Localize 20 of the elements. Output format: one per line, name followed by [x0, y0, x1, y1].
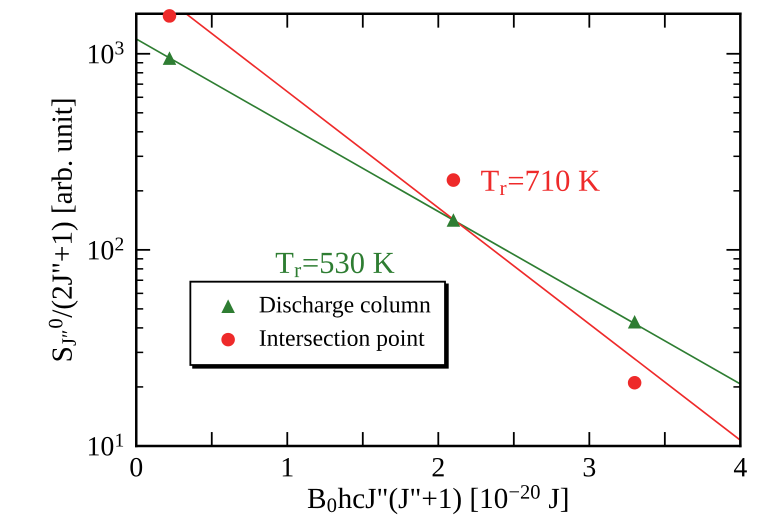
- legend-label: Discharge column: [260, 296, 430, 318]
- point: [162, 51, 176, 65]
- annotation: T$_{r}$=710 K: [481, 170, 600, 196]
- x-tick-label: 2: [432, 458, 444, 476]
- y-tick-label: 10$^{2}$: [88, 238, 124, 260]
- legend-label: Intersection point: [260, 330, 425, 351]
- y-tick-label: 10$^{3}$: [88, 41, 124, 64]
- annotation: T$_{r}$=530 K: [276, 252, 394, 278]
- point: [628, 376, 642, 390]
- x-tick-label: 1: [282, 458, 293, 476]
- x-tick-label: 4: [734, 458, 747, 476]
- point: [162, 9, 176, 23]
- point: [446, 213, 460, 227]
- y-tick-label: 10$^{1}$: [88, 434, 124, 456]
- x-tick-label: 0: [130, 458, 142, 477]
- point: [446, 173, 460, 187]
- y-axis-title: S$_{J″}$$^{0}$/(2J"+1) [arb. unit]: [48, 100, 78, 360]
- x-axis-title: B$_{0}$hcJ"(J"+1) [10$^{−20}$ J]: [308, 485, 568, 514]
- point: [628, 314, 642, 328]
- x-tick-label: 3: [584, 458, 596, 477]
